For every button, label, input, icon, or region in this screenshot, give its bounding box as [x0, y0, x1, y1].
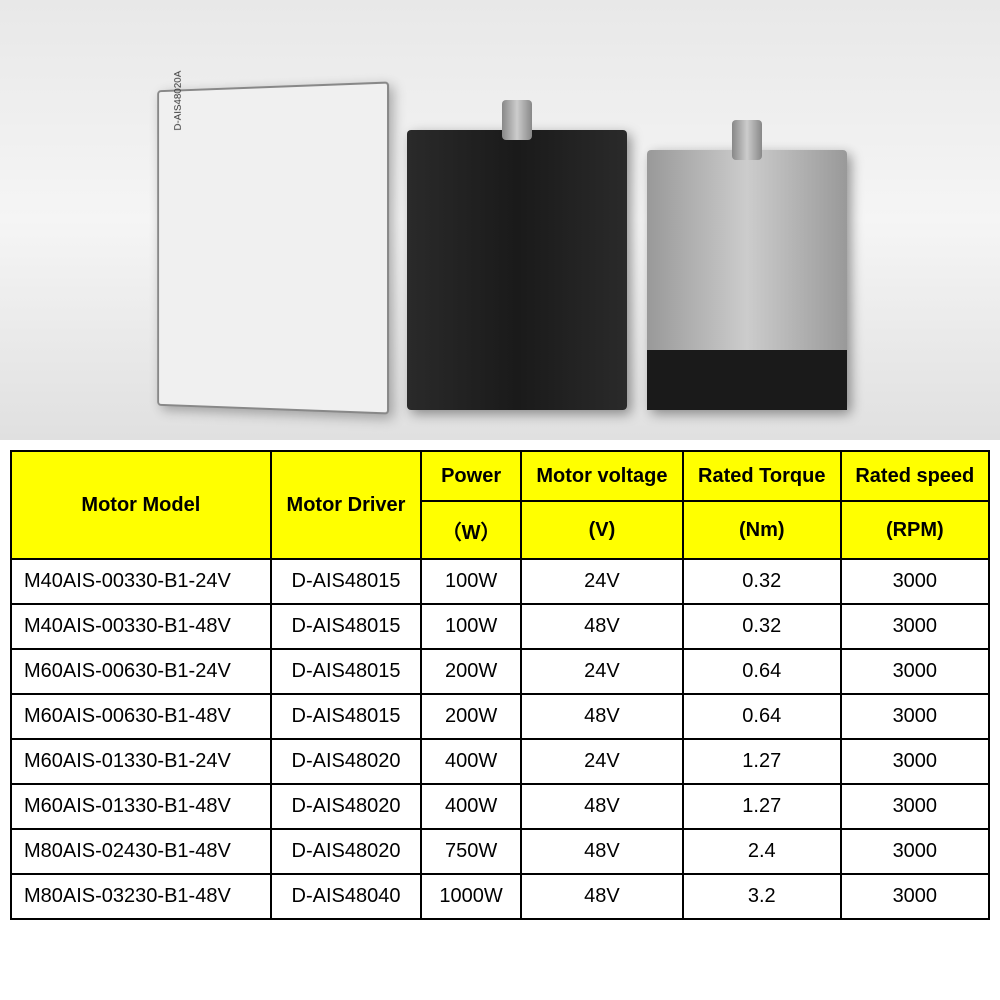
col-torque-top: Rated Torque	[683, 451, 841, 501]
cell-power: 200W	[421, 649, 521, 694]
driver-illustration: D-AIS48020A	[157, 81, 389, 414]
cell-speed: 3000	[841, 829, 989, 874]
driver-model-text: D-AIS48020A	[173, 0, 183, 131]
table-row: M60AIS-00630-B1-24VD-AIS48015200W24V0.64…	[11, 649, 989, 694]
table-row: M80AIS-02430-B1-48VD-AIS48020750W48V2.43…	[11, 829, 989, 874]
spec-table: Motor Model Motor Driver Power Motor vol…	[10, 450, 990, 920]
cell-power: 750W	[421, 829, 521, 874]
table-header: Motor Model Motor Driver Power Motor vol…	[11, 451, 989, 559]
col-power-top: Power	[421, 451, 521, 501]
cell-driver: D-AIS48020	[271, 829, 422, 874]
col-speed-top: Rated speed	[841, 451, 989, 501]
col-voltage-unit: (V)	[521, 501, 683, 559]
cell-power: 100W	[421, 559, 521, 604]
cell-voltage: 48V	[521, 829, 683, 874]
cell-speed: 3000	[841, 649, 989, 694]
cell-voltage: 48V	[521, 694, 683, 739]
cell-voltage: 24V	[521, 739, 683, 784]
cell-torque: 3.2	[683, 874, 841, 919]
cell-torque: 0.64	[683, 694, 841, 739]
cell-voltage: 48V	[521, 784, 683, 829]
cell-power: 100W	[421, 604, 521, 649]
cell-power: 200W	[421, 694, 521, 739]
cell-torque: 0.64	[683, 649, 841, 694]
cell-power: 1000W	[421, 874, 521, 919]
cell-torque: 2.4	[683, 829, 841, 874]
table-row: M80AIS-03230-B1-48VD-AIS480401000W48V3.2…	[11, 874, 989, 919]
cell-model: M40AIS-00330-B1-48V	[11, 604, 271, 649]
table-row: M60AIS-01330-B1-48VD-AIS48020400W48V1.27…	[11, 784, 989, 829]
motor-illustration-dark	[407, 130, 627, 410]
col-motor-driver: Motor Driver	[271, 451, 422, 559]
cell-driver: D-AIS48015	[271, 604, 422, 649]
table-row: M40AIS-00330-B1-24VD-AIS48015100W24V0.32…	[11, 559, 989, 604]
col-torque-unit: (Nm)	[683, 501, 841, 559]
table-row: M60AIS-00630-B1-48VD-AIS48015200W48V0.64…	[11, 694, 989, 739]
motor-shaft-icon	[732, 120, 762, 160]
cell-model: M40AIS-00330-B1-24V	[11, 559, 271, 604]
product-image-area: D-AIS48020A	[0, 0, 1000, 440]
cell-model: M60AIS-00630-B1-24V	[11, 649, 271, 694]
cell-speed: 3000	[841, 739, 989, 784]
col-voltage-top: Motor voltage	[521, 451, 683, 501]
cell-speed: 3000	[841, 604, 989, 649]
cell-voltage: 48V	[521, 604, 683, 649]
cell-driver: D-AIS48020	[271, 784, 422, 829]
cell-model: M80AIS-03230-B1-48V	[11, 874, 271, 919]
cell-driver: D-AIS48040	[271, 874, 422, 919]
cell-voltage: 24V	[521, 649, 683, 694]
cell-driver: D-AIS48020	[271, 739, 422, 784]
cell-torque: 0.32	[683, 559, 841, 604]
cell-model: M60AIS-00630-B1-48V	[11, 694, 271, 739]
cell-power: 400W	[421, 739, 521, 784]
col-power-unit: （W）	[421, 501, 521, 559]
table-row: M60AIS-01330-B1-24VD-AIS48020400W24V1.27…	[11, 739, 989, 784]
cell-voltage: 24V	[521, 559, 683, 604]
cell-driver: D-AIS48015	[271, 559, 422, 604]
cell-speed: 3000	[841, 874, 989, 919]
cell-torque: 0.32	[683, 604, 841, 649]
table-row: M40AIS-00330-B1-48VD-AIS48015100W48V0.32…	[11, 604, 989, 649]
cell-speed: 3000	[841, 694, 989, 739]
col-motor-model: Motor Model	[11, 451, 271, 559]
cell-power: 400W	[421, 784, 521, 829]
cell-model: M60AIS-01330-B1-48V	[11, 784, 271, 829]
cell-torque: 1.27	[683, 784, 841, 829]
cell-voltage: 48V	[521, 874, 683, 919]
col-speed-unit: (RPM)	[841, 501, 989, 559]
cell-model: M60AIS-01330-B1-24V	[11, 739, 271, 784]
cell-model: M80AIS-02430-B1-48V	[11, 829, 271, 874]
spec-table-container: Motor Model Motor Driver Power Motor vol…	[10, 450, 990, 920]
cell-torque: 1.27	[683, 739, 841, 784]
motor-illustration-silver	[647, 150, 847, 410]
cell-driver: D-AIS48015	[271, 649, 422, 694]
motor-shaft-icon	[502, 100, 532, 140]
cell-speed: 3000	[841, 784, 989, 829]
cell-driver: D-AIS48015	[271, 694, 422, 739]
cell-speed: 3000	[841, 559, 989, 604]
table-body: M40AIS-00330-B1-24VD-AIS48015100W24V0.32…	[11, 559, 989, 919]
